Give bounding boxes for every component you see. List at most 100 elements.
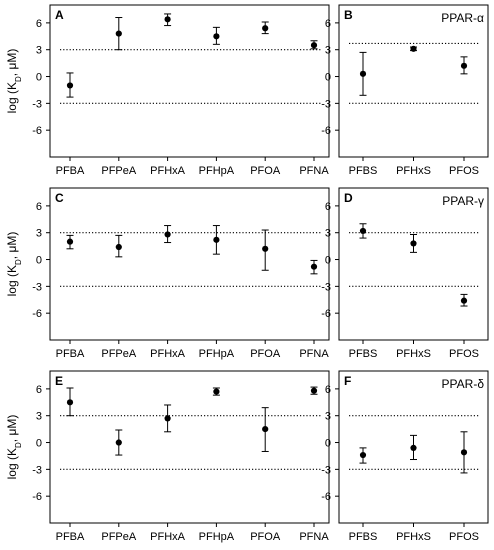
y-axis-label: log (KD, μM) — [5, 415, 23, 480]
panel-c: -6 -3 0 3 6 PFBA PFPeA PFHxA PFHpA PFOA PFNA C — [32, 187, 330, 360]
y-tick-label: 3 — [325, 45, 331, 57]
y-axis-label-prefix: log (K — [5, 448, 19, 479]
x-tick-label: PFNA — [299, 348, 329, 360]
data-point — [115, 439, 122, 446]
data-point — [262, 245, 269, 252]
x-tick-label: PFOA — [250, 348, 281, 360]
x-tick-label: PFBA — [56, 531, 85, 543]
x-tick-label: PFHxA — [150, 165, 186, 177]
y-tick-label: 6 — [325, 384, 331, 396]
y-axis-label-suffix: , μM) — [5, 49, 19, 77]
data-point — [310, 263, 318, 270]
y-tick-label: 0 — [36, 255, 42, 267]
y-tick-label: 3 — [36, 411, 42, 423]
panel-letter: F — [344, 374, 351, 388]
x-tick-label: PFHpA — [199, 531, 235, 543]
data-point — [359, 451, 367, 459]
panel-letter: A — [55, 8, 64, 22]
y-tick-label: -3 — [321, 281, 331, 293]
x-tick-label: PFBA — [56, 165, 85, 177]
data-point — [310, 387, 318, 394]
y-tick-label: 3 — [325, 228, 331, 240]
panel-frame — [49, 370, 330, 524]
data-point — [66, 82, 74, 89]
y-tick-label: -3 — [321, 464, 331, 476]
x-tick-label: PFOA — [250, 531, 281, 543]
data-point — [359, 227, 367, 235]
x-tick-label: PFPeA — [101, 165, 137, 177]
panel-frame — [49, 187, 330, 341]
data-point — [262, 25, 269, 32]
y-axis-label-prefix: log (K — [5, 82, 19, 113]
y-axis-label-suffix: , μM) — [5, 415, 19, 443]
y-tick-label: 0 — [325, 255, 331, 267]
panel-frame — [338, 187, 489, 341]
y-tick-label: -6 — [32, 491, 42, 503]
y-tick-label: 0 — [325, 72, 331, 84]
panel-d: -6 -3 0 3 6 PFBS PFHxS PFOS D PPAR-γ — [321, 187, 489, 360]
data-point — [359, 70, 367, 77]
y-axis-label-sub: D — [14, 76, 23, 82]
panel-letter: D — [344, 191, 353, 205]
data-point — [213, 236, 220, 243]
data-point — [66, 399, 74, 406]
data-point — [164, 231, 171, 238]
x-tick-label: PFHxA — [150, 348, 186, 360]
x-tick-label: PFPeA — [101, 531, 137, 543]
y-tick-label: 0 — [36, 438, 42, 450]
data-point — [310, 42, 318, 49]
x-tick-label: PFOS — [449, 348, 479, 360]
x-tick-label: PFNA — [299, 531, 329, 543]
y-tick-label: 6 — [36, 384, 42, 396]
x-tick-label: PFBA — [56, 348, 85, 360]
panel-letter: B — [344, 8, 353, 22]
y-tick-label: 3 — [36, 45, 42, 57]
y-tick-label: 3 — [325, 411, 331, 423]
data-point — [164, 415, 171, 422]
data-point — [410, 45, 417, 52]
panel-a: -6 -3 0 3 6 PFBA PFPeA PFHxA PFHpA PFOA PFNA A — [32, 4, 330, 177]
y-tick-label: -6 — [321, 308, 331, 320]
y-tick-label: -6 — [32, 125, 42, 137]
y-tick-label: -3 — [32, 281, 42, 293]
y-axis-label: log (KD, μM) — [5, 232, 23, 297]
data-point — [410, 444, 417, 451]
panel-e: -6 -3 0 3 6 PFBA PFPeA PFHxA PFHpA PFOA PFNA E — [32, 370, 330, 543]
panel-f: -6 -3 0 3 6 PFBS PFHxS PFOS F PPAR-δ — [321, 370, 489, 543]
y-axis-label: log (KD, μM) — [5, 49, 23, 114]
y-tick-label: -6 — [321, 125, 331, 137]
data-point — [460, 297, 468, 304]
data-point — [410, 240, 417, 247]
y-tick-label: 3 — [36, 228, 42, 240]
y-tick-label: 0 — [36, 72, 42, 84]
x-tick-label: PFHxS — [396, 165, 431, 177]
x-tick-label: PFPeA — [101, 348, 137, 360]
data-point — [213, 388, 220, 395]
panel-frame — [49, 4, 330, 158]
x-tick-label: PFBS — [349, 531, 378, 543]
data-point — [262, 426, 269, 433]
y-tick-label: -6 — [32, 308, 42, 320]
data-point — [66, 238, 74, 245]
y-tick-label: 0 — [325, 438, 331, 450]
x-tick-label: PFHpA — [199, 165, 235, 177]
y-tick-label: 6 — [36, 201, 42, 213]
x-tick-label: PFOA — [250, 165, 281, 177]
x-tick-label: PFBS — [349, 348, 378, 360]
x-tick-label: PFHpA — [199, 348, 235, 360]
data-point — [115, 30, 122, 37]
data-point — [115, 243, 122, 251]
y-tick-label: 6 — [325, 201, 331, 213]
panel-letter: E — [55, 374, 63, 388]
data-point — [460, 62, 468, 69]
y-axis-label-sub: D — [14, 259, 23, 265]
y-axis-label-prefix: log (K — [5, 265, 19, 296]
y-tick-label: 6 — [36, 18, 42, 30]
data-point — [460, 449, 468, 456]
y-axis-label-sub: D — [14, 442, 23, 448]
panel-frame — [338, 4, 489, 158]
y-tick-label: 6 — [325, 18, 331, 30]
x-tick-label: PFHxA — [150, 531, 186, 543]
y-axis-label-suffix: , μM) — [5, 232, 19, 260]
